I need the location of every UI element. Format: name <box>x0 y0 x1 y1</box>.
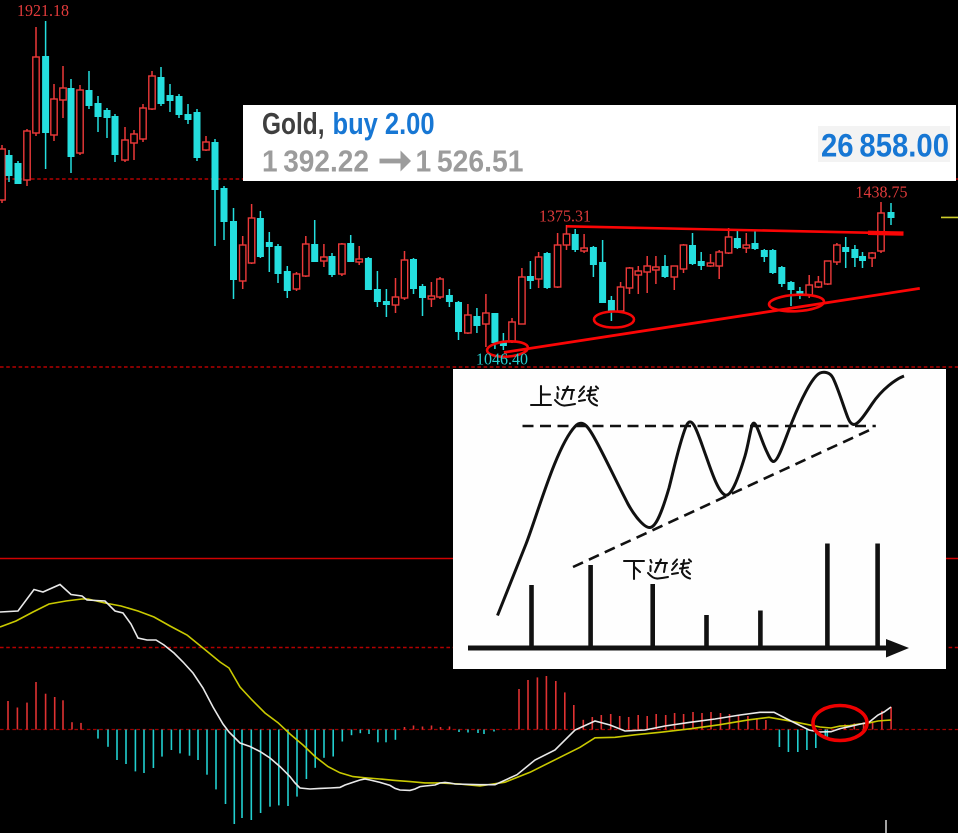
svg-text:26 858.00: 26 858.00 <box>821 128 949 164</box>
svg-text:1921.18: 1921.18 <box>17 1 69 20</box>
svg-text:buy 2.00: buy 2.00 <box>333 106 435 141</box>
svg-text:1438.75: 1438.75 <box>856 182 908 201</box>
svg-text:1375.31: 1375.31 <box>539 206 591 225</box>
svg-text:1 392.22: 1 392.22 <box>262 144 369 179</box>
svg-text:Gold,: Gold, <box>262 106 325 141</box>
svg-text:1 526.51: 1 526.51 <box>416 144 524 179</box>
svg-text:1046.40: 1046.40 <box>476 349 528 368</box>
